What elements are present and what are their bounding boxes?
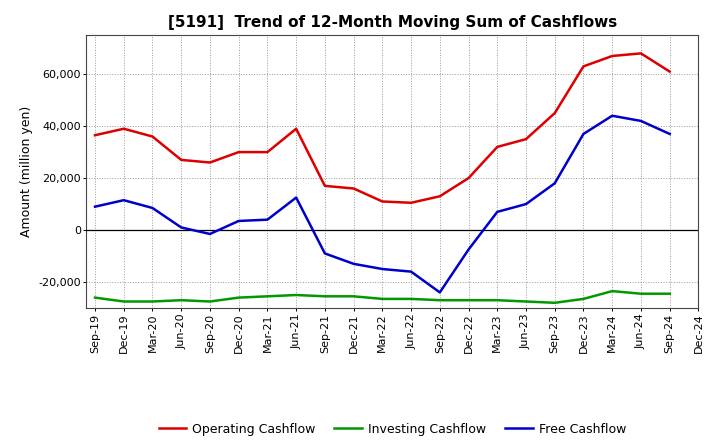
Free Cashflow [579,131,588,136]
Free Cashflow [493,209,502,215]
Investing Cashflow [235,295,243,300]
Free Cashflow [235,218,243,224]
Investing Cashflow [665,291,674,297]
Operating Cashflow [636,51,645,56]
Line: Operating Cashflow: Operating Cashflow [95,53,670,203]
Investing Cashflow [263,293,271,299]
Investing Cashflow [148,299,157,304]
Line: Free Cashflow: Free Cashflow [95,116,670,293]
Investing Cashflow [636,291,645,297]
Free Cashflow [522,202,531,207]
Operating Cashflow [349,186,358,191]
Operating Cashflow [493,144,502,150]
Operating Cashflow [292,126,300,132]
Legend: Operating Cashflow, Investing Cashflow, Free Cashflow: Operating Cashflow, Investing Cashflow, … [153,418,631,440]
Operating Cashflow [206,160,215,165]
Investing Cashflow [579,296,588,301]
Operating Cashflow [608,53,616,59]
Investing Cashflow [91,295,99,300]
Free Cashflow [665,131,674,136]
Operating Cashflow [436,194,444,199]
Investing Cashflow [292,292,300,297]
Operating Cashflow [263,150,271,155]
Operating Cashflow [320,183,329,188]
Investing Cashflow [378,296,387,301]
Free Cashflow [349,261,358,267]
Investing Cashflow [407,296,415,301]
Operating Cashflow [407,200,415,205]
Free Cashflow [436,290,444,295]
Line: Investing Cashflow: Investing Cashflow [95,291,670,303]
Operating Cashflow [235,150,243,155]
Operating Cashflow [177,157,186,162]
Operating Cashflow [148,134,157,139]
Operating Cashflow [522,136,531,142]
Operating Cashflow [120,126,128,132]
Free Cashflow [550,181,559,186]
Investing Cashflow [320,293,329,299]
Investing Cashflow [608,289,616,294]
Free Cashflow [320,251,329,256]
Operating Cashflow [378,199,387,204]
Investing Cashflow [206,299,215,304]
Investing Cashflow [349,293,358,299]
Free Cashflow [608,113,616,118]
Operating Cashflow [91,132,99,138]
Operating Cashflow [665,69,674,74]
Free Cashflow [263,217,271,222]
Investing Cashflow [177,297,186,303]
Investing Cashflow [522,299,531,304]
Free Cashflow [148,205,157,211]
Free Cashflow [636,118,645,124]
Operating Cashflow [579,64,588,69]
Free Cashflow [292,195,300,200]
Free Cashflow [177,225,186,230]
Investing Cashflow [493,297,502,303]
Free Cashflow [464,247,473,252]
Title: [5191]  Trend of 12-Month Moving Sum of Cashflows: [5191] Trend of 12-Month Moving Sum of C… [168,15,617,30]
Investing Cashflow [464,297,473,303]
Operating Cashflow [550,110,559,116]
Investing Cashflow [120,299,128,304]
Free Cashflow [378,266,387,271]
Investing Cashflow [550,300,559,305]
Free Cashflow [120,198,128,203]
Y-axis label: Amount (million yen): Amount (million yen) [19,106,32,237]
Free Cashflow [91,204,99,209]
Free Cashflow [206,231,215,237]
Free Cashflow [407,269,415,274]
Investing Cashflow [436,297,444,303]
Operating Cashflow [464,176,473,181]
